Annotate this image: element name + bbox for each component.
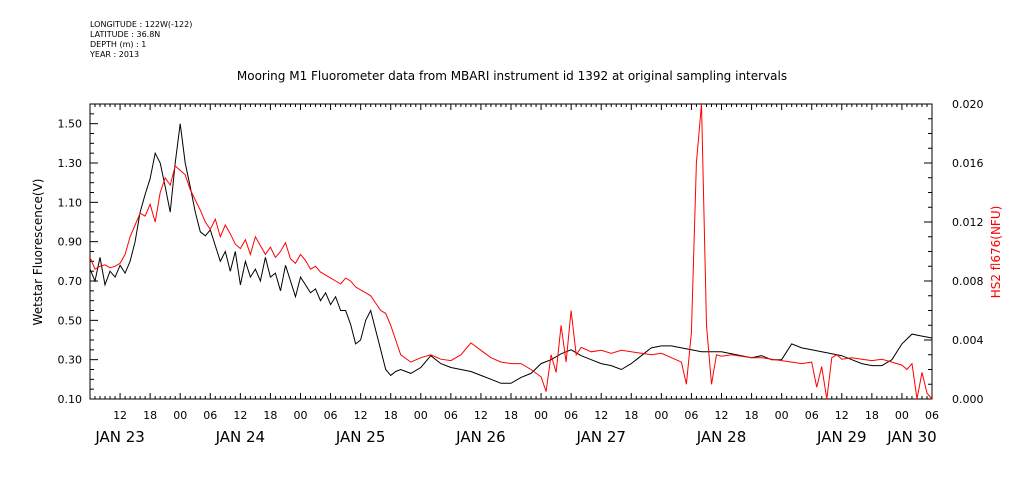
x-day-label: JAN 27 <box>575 428 626 446</box>
x-tick-label: 18 <box>143 409 157 422</box>
x-tick-label: 06 <box>564 409 578 422</box>
x-tick-label: 06 <box>324 409 338 422</box>
series-line-wetstar <box>89 123 933 384</box>
y-tick-label: 0.50 <box>58 314 83 327</box>
x-tick-label: 06 <box>925 409 939 422</box>
x-day-label: JAN 29 <box>816 428 867 446</box>
x-tick-label: 00 <box>294 409 308 422</box>
longitude-text: LONGITUDE : 122W(-122) <box>90 20 193 29</box>
y-right-tick-label: 0.008 <box>952 275 984 288</box>
x-day-label: JAN 28 <box>696 428 747 446</box>
y-tick-label: 0.70 <box>58 275 83 288</box>
x-day-label: JAN 30 <box>886 428 937 446</box>
x-tick-label: 00 <box>775 409 789 422</box>
y-right-tick-label: 0.012 <box>952 216 984 229</box>
y-tick-label: 0.90 <box>58 236 83 249</box>
x-tick-label: 12 <box>594 409 608 422</box>
x-day-label: JAN 26 <box>455 428 506 446</box>
x-tick-label: 00 <box>654 409 668 422</box>
y-tick-label: 0.10 <box>58 393 83 406</box>
x-tick-label: 00 <box>173 409 187 422</box>
x-tick-label: 12 <box>233 409 247 422</box>
x-tick-label: 18 <box>384 409 398 422</box>
x-tick-label: 00 <box>414 409 428 422</box>
y-tick-label: 1.30 <box>58 157 83 170</box>
x-tick-label: 06 <box>684 409 698 422</box>
x-tick-label: 06 <box>203 409 217 422</box>
x-tick-label: 12 <box>835 409 849 422</box>
chart-title: Mooring M1 Fluorometer data from MBARI i… <box>237 69 787 83</box>
x-tick-label: 06 <box>805 409 819 422</box>
series-lines <box>89 103 933 400</box>
x-tick-label: 18 <box>745 409 759 422</box>
x-tick-label: 12 <box>715 409 729 422</box>
y-axis-label: Wetstar Fluorescence(V) <box>31 179 45 326</box>
y-right-tick-label: 0.000 <box>952 393 984 406</box>
x-tick-label: 06 <box>444 409 458 422</box>
x-tick-label: 12 <box>113 409 127 422</box>
y-right-tick-label: 0.016 <box>952 157 984 170</box>
axis-ticks: 12 18 00 06 12 18 00 06 12 18 00 06 12 18 00 06 12 18 00 06… <box>58 98 984 446</box>
x-tick-label: 18 <box>504 409 518 422</box>
x-tick-label: 12 <box>474 409 488 422</box>
y-tick-label: 1.10 <box>58 196 83 209</box>
metadata-block: LONGITUDE : 122W(-122) LATITUDE : 36.8N … <box>90 20 192 60</box>
x-day-label: JAN 23 <box>94 428 145 446</box>
x-tick-label: 18 <box>865 409 879 422</box>
series-line-hs2 <box>89 103 933 400</box>
depth-text: DEPTH (m) : 1 <box>90 40 147 49</box>
x-day-label: JAN 25 <box>335 428 386 446</box>
x-tick-label: 18 <box>263 409 277 422</box>
x-tick-label: 18 <box>624 409 638 422</box>
y-right-tick-label: 0.004 <box>952 334 984 347</box>
y-tick-label: 0.30 <box>58 354 83 367</box>
x-tick-label: 00 <box>534 409 548 422</box>
x-tick-label: 00 <box>895 409 909 422</box>
y-tick-label: 1.50 <box>58 118 83 131</box>
year-text: YEAR : 2013 <box>90 50 140 59</box>
x-day-label: JAN 24 <box>215 428 266 446</box>
x-tick-label: 12 <box>354 409 368 422</box>
y-axis-right-label: HS2 fl676(NFU) <box>989 206 1003 299</box>
y-right-tick-label: 0.020 <box>952 98 984 111</box>
latitude-text: LATITUDE : 36.8N <box>90 30 161 39</box>
plot-frame <box>89 103 933 400</box>
